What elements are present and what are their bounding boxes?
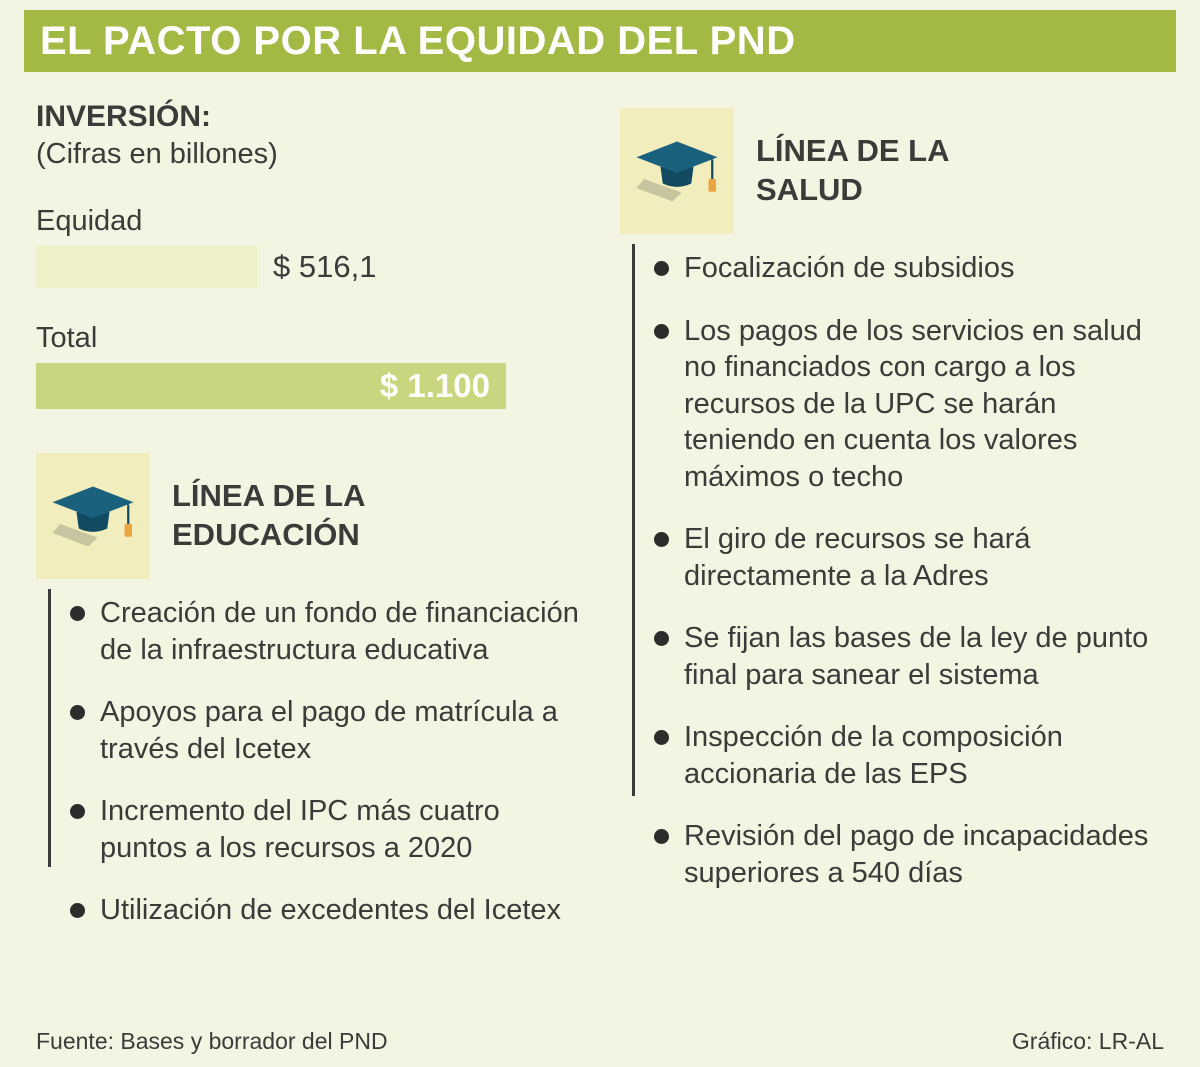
total-bar-label: Total	[36, 322, 98, 354]
investment-subheading: (Cifras en billones)	[36, 138, 278, 170]
education-list: Creación de un fondo de financiación de …	[48, 589, 581, 929]
list-item: Los pagos de los servicios en salud no f…	[654, 313, 1172, 496]
health-section-header: LÍNEA DE LA SALUD	[620, 108, 1172, 234]
graduation-cap-icon	[636, 141, 718, 201]
total-bar: $ 1.100	[36, 363, 506, 409]
footer-source: Fuente: Bases y borrador del PND	[36, 1028, 388, 1054]
education-section-header: LÍNEA DE LA EDUCACIÓN	[36, 453, 581, 579]
footer-credit: Gráfico: LR-AL	[1011, 1028, 1164, 1054]
health-section-title: LÍNEA DE LA SALUD	[756, 133, 949, 207]
investment-heading: INVERSIÓN:	[36, 100, 212, 133]
list-item: El giro de recursos se hará directamente…	[654, 521, 1172, 594]
education-section-title: LÍNEA DE LA EDUCACIÓN	[172, 478, 365, 552]
footer: Fuente: Bases y borrador del PND Gráfico…	[36, 1028, 1164, 1055]
equidad-bar-value: $ 516,1	[273, 249, 377, 284]
list-item: Focalización de subsidios	[654, 250, 1172, 287]
equidad-bar-label: Equidad	[36, 205, 143, 237]
list-item: Incremento del IPC más cuatro puntos a l…	[70, 793, 581, 866]
list-item: Creación de un fondo de financiación de …	[70, 595, 581, 668]
total-bar-value: $ 1.100	[379, 367, 490, 404]
education-icon-box	[36, 453, 150, 579]
equidad-bar	[36, 246, 257, 288]
list-item: Utilización de excedentes del Icetex	[70, 892, 581, 929]
graduation-cap-icon	[52, 486, 134, 546]
list-item: Se fijan las bases de la ley de punto fi…	[654, 620, 1172, 693]
health-list: Focalización de subsidios Los pagos de l…	[632, 243, 1172, 891]
equidad-bar-row: $ 516,1	[36, 246, 581, 288]
left-column: INVERSIÓN: (Cifras en billones) Equidad …	[36, 100, 581, 955]
health-icon-box	[620, 108, 734, 234]
page-title: EL PACTO POR LA EQUIDAD DEL PND	[40, 18, 796, 63]
list-item: Apoyos para el pago de matrícula a travé…	[70, 694, 581, 767]
right-column: LÍNEA DE LA SALUD Focalización de subsid…	[620, 108, 1172, 917]
list-item: Inspección de la composición accionaria …	[654, 719, 1172, 792]
header-bar: EL PACTO POR LA EQUIDAD DEL PND	[24, 10, 1176, 72]
list-item: Revisión del pago de incapacidades super…	[654, 818, 1172, 891]
